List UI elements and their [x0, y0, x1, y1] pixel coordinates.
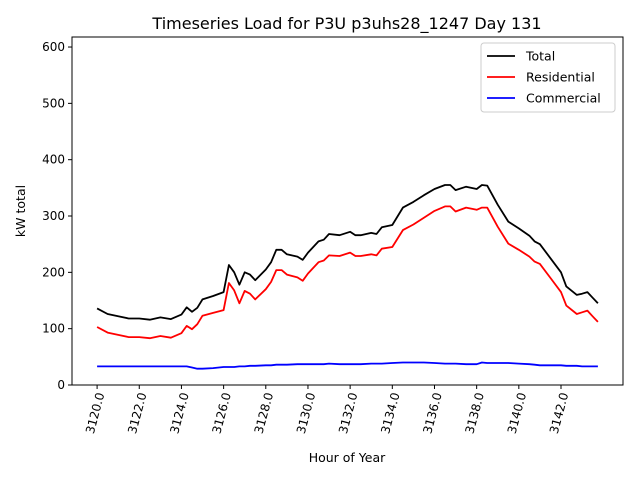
y-axis-ticks: 0 100 200 300 400 500 600 [42, 40, 72, 392]
legend: Total Residential Commercial [480, 42, 616, 113]
y-tick-label: 300 [42, 209, 65, 223]
y-tick-label: 0 [57, 378, 65, 392]
legend-label-commercial: Commercial [526, 91, 601, 106]
x-tick-label: 3140.0 [505, 391, 529, 435]
series-line-residential [96, 205, 599, 340]
legend-label-residential: Residential [526, 70, 595, 85]
x-tick-label: 3126.0 [209, 391, 233, 435]
legend-box [480, 42, 616, 113]
x-tick-label: 3142.0 [547, 391, 571, 435]
x-tick-label: 3124.0 [167, 391, 191, 435]
series-line-total [96, 184, 599, 321]
x-tick-label: 3130.0 [294, 391, 318, 435]
x-tick-label: 3138.0 [463, 391, 487, 435]
y-axis-label: kW total [13, 185, 28, 237]
legend-label-total: Total [525, 49, 555, 64]
chart-title: Timeseries Load for P3U p3uhs28_1247 Day… [151, 14, 541, 34]
y-tick-label: 200 [42, 265, 65, 279]
x-tick-label: 3134.0 [378, 391, 402, 435]
y-tick-label: 100 [42, 322, 65, 336]
x-axis-ticks: 3120.0 3122.0 3124.0 3126.0 3128.0 3130.0 3132… [83, 385, 571, 435]
x-tick-label: 3132.0 [336, 391, 360, 435]
plot-area [96, 184, 599, 370]
x-tick-label: 3136.0 [420, 391, 444, 435]
y-tick-label: 400 [42, 153, 65, 167]
x-tick-label: 3122.0 [125, 391, 149, 435]
axes-frame [71, 36, 624, 386]
x-tick-label: 3120.0 [83, 391, 107, 435]
x-axis-label: Hour of Year [309, 450, 386, 465]
y-tick-label: 600 [42, 40, 65, 54]
y-tick-label: 500 [42, 96, 65, 110]
series-line-commercial [97, 361, 598, 370]
x-tick-label: 3128.0 [252, 391, 276, 435]
